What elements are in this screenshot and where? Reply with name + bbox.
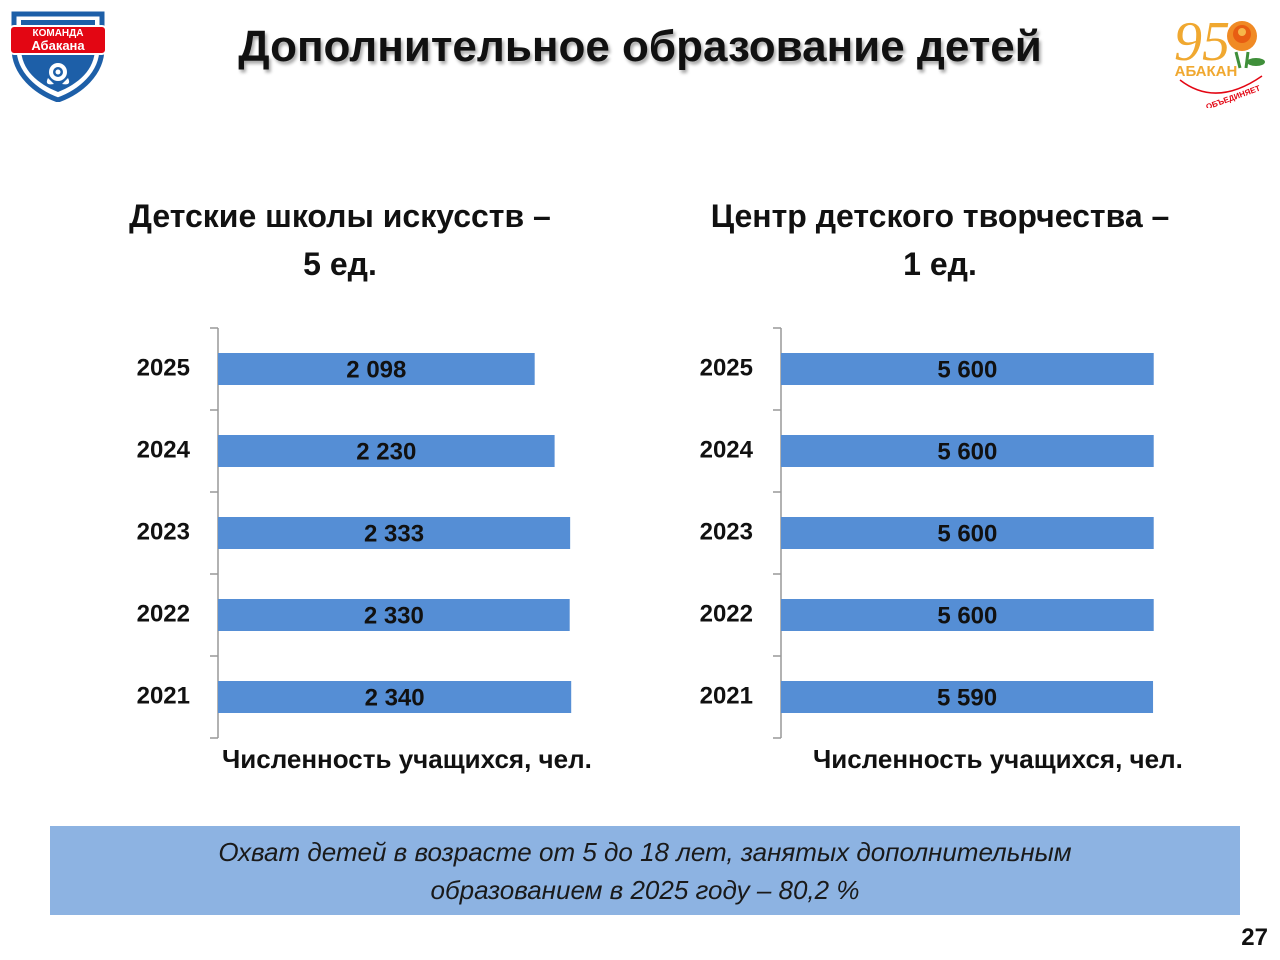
bar (781, 599, 1154, 631)
bar (781, 681, 1154, 713)
bar (218, 681, 572, 713)
bar (218, 435, 555, 467)
category-label: 2021 (700, 682, 753, 709)
right-chart-title: Центр детского творчества – 1 ед. (660, 192, 1220, 288)
art-schools-bar-chart: 2025 2 098 2024 2 230 2023 2 333 2022 2 330 2021… (137, 327, 572, 739)
logo-right-city: АБАКАН (1175, 63, 1238, 80)
data-label: 5 600 (937, 438, 997, 465)
data-label: 2 330 (364, 602, 424, 629)
data-label: 5 600 (937, 520, 997, 547)
data-label: 5 600 (937, 356, 997, 383)
right-chart-title-line2: 1 ед. (903, 246, 977, 282)
right-chart-xlabel: Численность учащихся, чел. (813, 744, 1183, 774)
coverage-summary-box: Охват детей в возрасте от 5 до 18 лет, з… (50, 826, 1240, 915)
data-label: 2 230 (356, 438, 416, 465)
komanda-abakana-logo: КОМАНДА Абакана (8, 8, 108, 103)
category-label: 2022 (137, 600, 190, 627)
data-label: 5 600 (937, 602, 997, 629)
category-label: 2024 (700, 436, 754, 463)
logo-left-line1: КОМАНДА (32, 28, 83, 39)
right-chart-title-line1: Центр детского творчества – (710, 198, 1170, 234)
bar (781, 517, 1154, 549)
summary-line-1: Охват детей в возрасте от 5 до 18 лет, з… (218, 836, 1072, 867)
rose-icon (46, 63, 70, 85)
category-label: 2022 (700, 600, 753, 627)
left-chart-title-line2: 5 ед. (303, 246, 377, 282)
category-label: 2025 (700, 354, 753, 381)
abakan-95-logo: 95 АБАКАН ОБЪЕДИНЯЕТ (1166, 8, 1272, 112)
data-label: 2 340 (365, 684, 425, 711)
logo-left-line2: Абакана (31, 38, 85, 53)
bar (781, 435, 1154, 467)
logo-right-number: 95 (1174, 11, 1230, 73)
category-label: 2025 (137, 354, 190, 381)
page-title: Дополнительное образование детей (238, 22, 1042, 71)
flower-icon (1227, 21, 1265, 69)
left-chart-xlabel: Численность учащихся, чел. (222, 744, 592, 774)
category-label: 2023 (137, 518, 190, 545)
data-label: 5 590 (937, 684, 997, 711)
category-label: 2023 (700, 518, 753, 545)
left-chart-title-line1: Детские школы искусств – (129, 198, 551, 234)
data-label: 2 333 (364, 520, 424, 547)
page-number: 27 (1241, 924, 1268, 951)
data-label: 2 098 (346, 356, 406, 383)
category-label: 2021 (137, 682, 190, 709)
category-label: 2024 (137, 436, 191, 463)
bar (781, 353, 1154, 385)
summary-line-2: образованием в 2025 году – 80,2 % (430, 874, 860, 905)
left-chart-title: Детские школы искусств – 5 ед. (60, 192, 620, 288)
bar (218, 517, 571, 549)
logo-right-slogan: ОБЪЕДИНЯЕТ (1205, 84, 1262, 108)
bar (218, 599, 570, 631)
bar (218, 353, 535, 385)
creativity-center-bar-chart: 2025 5 600 2024 5 600 2023 5 600 2022 5 600 2021… (700, 327, 1154, 739)
